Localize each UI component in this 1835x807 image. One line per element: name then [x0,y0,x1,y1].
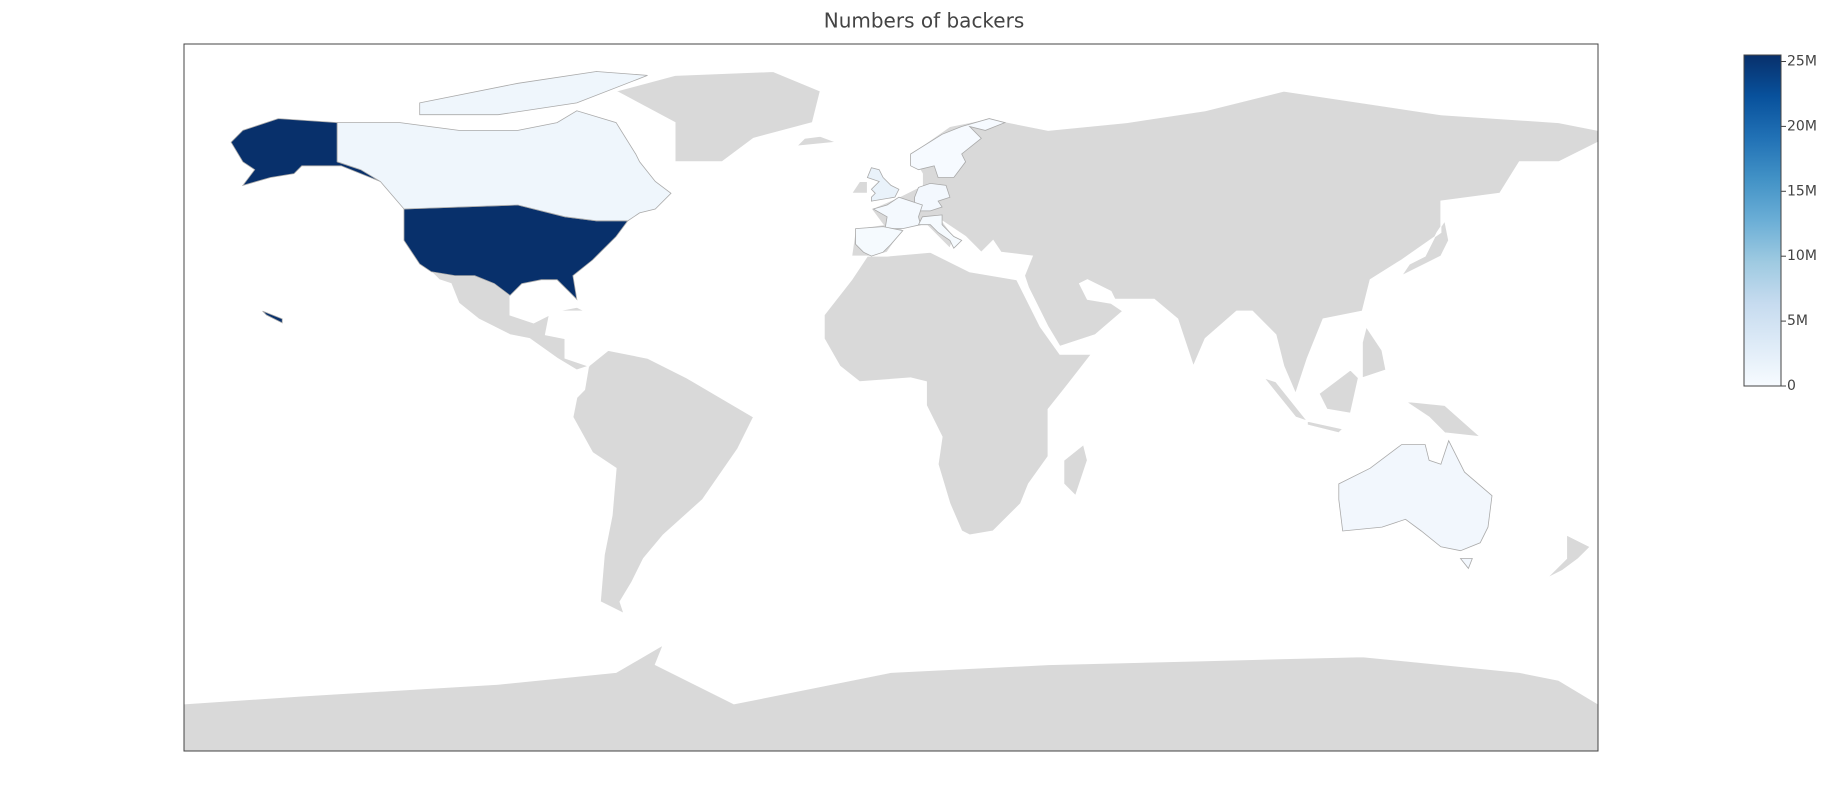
region [336,71,672,222]
region [230,118,381,324]
colorbar: 0 5M 10M 15M 20M 25M [1743,53,1817,394]
region [866,167,900,202]
region [855,226,904,257]
region [910,118,1007,178]
region [917,214,963,249]
region [1338,439,1493,570]
colorbar-tick-label: 20M [1787,118,1817,134]
colorbar-tick-label: 5M [1787,313,1808,329]
map [184,70,1598,751]
map-frame [183,43,1599,752]
region [872,196,923,229]
colorbar-tick-label: 15M [1787,183,1817,199]
colorbar-gradient [1743,54,1782,387]
chart-title: Numbers of backers [824,9,1025,33]
colorbar-tick-label: 0 [1787,378,1796,394]
colorbar-tick-label: 25M [1787,53,1817,69]
colorbar-tick-label: 10M [1787,248,1817,264]
